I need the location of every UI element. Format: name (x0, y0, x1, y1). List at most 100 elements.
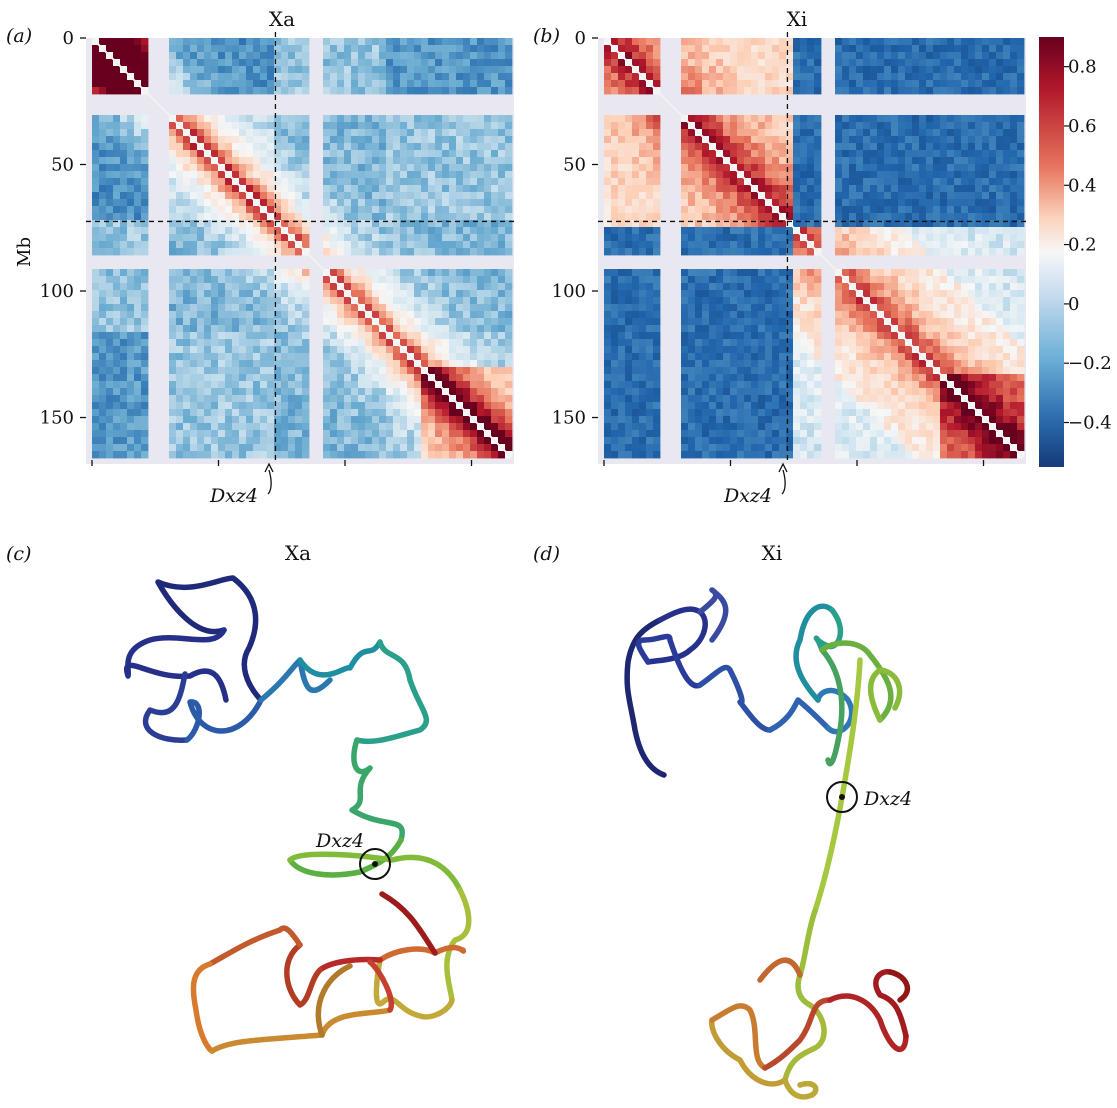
heatmap-xa-cell (232, 150, 240, 158)
heatmap-xa-cell (183, 437, 191, 445)
heatmap-xa-cell (99, 297, 107, 305)
heatmap-xa-cell (491, 164, 499, 172)
heatmap-xa-cell (498, 318, 506, 326)
heatmap-xa-cell (386, 66, 394, 74)
heatmap-xa-cell (176, 143, 184, 151)
heatmap-xa-cell (134, 283, 142, 291)
heatmap-xa-cell (407, 206, 415, 214)
heatmap-xa-cell (505, 311, 513, 319)
heatmap-xi-cell (653, 276, 661, 284)
heatmap-xi-cell (954, 304, 962, 312)
heatmap-xa-cell (120, 269, 128, 277)
heatmap-xi-cell (1010, 192, 1018, 200)
heatmap-xa-cell (470, 164, 478, 172)
heatmap-xa-cell (463, 325, 471, 333)
heatmap-xa-cell (113, 80, 121, 88)
heatmap-xa-cell (358, 367, 366, 375)
heatmap-xa-cell (400, 437, 408, 445)
heatmap-xa-cell (218, 192, 226, 200)
heatmap-xi-cell (814, 59, 822, 67)
heatmap-xi-cell (723, 206, 731, 214)
heatmap-xa-cell (351, 311, 359, 319)
heatmap-xi-cell (996, 129, 1004, 137)
heatmap-xa-cell (456, 423, 464, 431)
heatmap-xi-cell (982, 269, 990, 277)
heatmap-xi-cell (646, 269, 654, 277)
heatmap-xi-cell (954, 297, 962, 305)
heatmap-xi-cell (842, 234, 850, 242)
heatmap-xi-cell (800, 143, 808, 151)
heatmap-xa-cell (407, 416, 415, 424)
heatmap-xi-cell (982, 73, 990, 81)
heatmap-xa-ytick-label: 100 (40, 281, 74, 302)
heatmap-xi-cell (961, 269, 969, 277)
heatmap-xa-cell (253, 360, 261, 368)
heatmap-xa-cell (211, 374, 219, 382)
heatmap-xa-cell (141, 192, 149, 200)
heatmap-xi-cell (695, 269, 703, 277)
heatmap-xi-cell (877, 290, 885, 298)
heatmap-xa-cell (260, 234, 268, 242)
heatmap-xa-cell (428, 283, 436, 291)
heatmap-xi-cell (891, 122, 899, 130)
heatmap-xa-cell (330, 360, 338, 368)
heatmap-xi-cell (856, 66, 864, 74)
heatmap-xi-cell (849, 115, 857, 123)
heatmap-xa-cell (246, 269, 254, 277)
heatmap-xi-cell (863, 129, 871, 137)
heatmap-xa-cell (484, 423, 492, 431)
heatmap-xa-cell (302, 388, 310, 396)
heatmap-xa-cell (470, 241, 478, 249)
heatmap-xi-cell (877, 38, 885, 46)
heatmap-xa-cell (337, 87, 345, 95)
heatmap-xa-cell (218, 276, 226, 284)
heatmap-xa-cell (379, 269, 387, 277)
heatmap-xa-cell (218, 220, 226, 228)
heatmap-xi-cell (639, 157, 647, 165)
heatmap-xa-cell (211, 115, 219, 123)
heatmap-xi-cell (604, 213, 612, 221)
heatmap-xa-cell (421, 332, 429, 340)
heatmap-xa-cell (407, 115, 415, 123)
heatmap-xa-cell (393, 227, 401, 235)
heatmap-xa-cell (106, 339, 114, 347)
heatmap-xa-cell (379, 213, 387, 221)
heatmap-xa-cell (197, 220, 205, 228)
heatmap-xi-cell (856, 80, 864, 88)
heatmap-xi-cell (765, 59, 773, 67)
heatmap-xi-cell (695, 283, 703, 291)
heatmap-xi-cell (688, 297, 696, 305)
heatmap-xa-cell (323, 157, 331, 165)
heatmap-xa-cell (169, 269, 177, 277)
heatmap-xi-cell (632, 38, 640, 46)
heatmap-xa-cell (372, 115, 380, 123)
heatmap-xi-cell (639, 38, 647, 46)
heatmap-xa-cell (414, 339, 422, 347)
heatmap-xa-cell (351, 164, 359, 172)
heatmap-xa-cell (470, 185, 478, 193)
heatmap-xi-cell (723, 87, 731, 95)
heatmap-xa-cell (344, 283, 352, 291)
heatmap-xa-cell (358, 66, 366, 74)
heatmap-xi-cell (954, 80, 962, 88)
heatmap-xa-cell (204, 178, 212, 186)
heatmap-xi-cell (877, 276, 885, 284)
heatmap-xa-cell (435, 129, 443, 137)
heatmap-xa-cell (288, 199, 296, 207)
heatmap-xa-cell (344, 234, 352, 242)
heatmap-xa-cell (106, 192, 114, 200)
heatmap-xa-cell (428, 241, 436, 249)
heatmap-xa-cell (463, 87, 471, 95)
heatmap-xa-cell (288, 185, 296, 193)
heatmap-xi-cell (912, 80, 920, 88)
heatmap-xa-cell (225, 206, 233, 214)
heatmap-xi-cell (842, 157, 850, 165)
heatmap-xi-cell (940, 80, 948, 88)
heatmap-xa-cell (323, 409, 331, 417)
heatmap-xa-cell (379, 409, 387, 417)
heatmap-xa-cell (92, 136, 100, 144)
heatmap-xa-cell (379, 192, 387, 200)
heatmap-xa-cell (358, 171, 366, 179)
heatmap-xi-cell (849, 178, 857, 186)
heatmap-xa-cell (169, 248, 177, 256)
